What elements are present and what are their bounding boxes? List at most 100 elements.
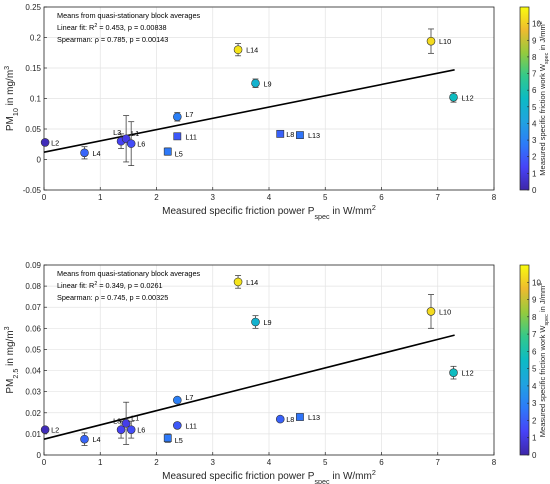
annotation-line-3: Spearman: ρ = 0.785, p = 0.00143	[57, 35, 168, 44]
colorbar-tick-label: 0	[532, 451, 537, 460]
y-tick-label: 0.25	[25, 3, 41, 12]
x-tick-label: 5	[323, 458, 328, 467]
annotation-line-1: Means from quasi-stationary block averag…	[57, 269, 201, 278]
point-label: L3	[113, 128, 121, 137]
point-label: L2	[51, 426, 59, 435]
x-tick-label: 3	[211, 193, 216, 202]
data-point	[233, 277, 243, 287]
y-tick-label: -0.05	[23, 186, 42, 195]
colorbar-tick-label: 1	[532, 169, 537, 178]
colorbar-tick-label: 0	[532, 186, 537, 195]
point-label: L11	[185, 421, 197, 430]
y-tick-label: 0.01	[25, 430, 41, 439]
y-tick-label: 0.05	[25, 125, 41, 134]
data-point	[80, 148, 89, 158]
data-point	[173, 112, 182, 122]
point-label: L5	[175, 150, 183, 159]
y-tick-label: 0.2	[30, 34, 42, 43]
annotation-line-3: Spearman: ρ = 0.745, p = 0.00325	[57, 293, 168, 302]
x-tick-label: 3	[211, 458, 216, 467]
x-tick-label: 7	[436, 458, 441, 467]
colorbar-tick-label: 7	[532, 70, 537, 79]
point-label: L8	[286, 415, 294, 424]
y-tick-label: 0	[37, 156, 42, 165]
colorbar	[519, 264, 530, 456]
data-point	[116, 425, 126, 434]
x-tick-label: 8	[492, 458, 497, 467]
data-point	[426, 307, 436, 316]
data-point	[426, 36, 436, 46]
annotation-line-1: Means from quasi-stationary block averag…	[57, 11, 201, 20]
y-tick-label: 0.08	[25, 282, 41, 291]
colorbar-label: Measured specific friction work Wspec in…	[538, 283, 550, 437]
y-tick-label: 0.09	[25, 261, 41, 270]
y-tick-label: 0.1	[30, 95, 42, 104]
colorbar-tick-label: 1	[532, 434, 537, 443]
x-tick-label: 4	[267, 458, 272, 467]
data-point	[126, 139, 136, 148]
point-label: L5	[175, 436, 183, 445]
colorbar	[519, 6, 530, 191]
colorbar-tick-label: 8	[532, 313, 537, 322]
data-point	[251, 78, 260, 88]
data-point	[126, 425, 136, 434]
data-point	[275, 414, 285, 424]
point-label: L4	[93, 149, 101, 158]
data-point	[173, 421, 182, 430]
colorbar-tick-label: 7	[532, 330, 537, 339]
point-label: L10	[439, 307, 451, 316]
data-point	[449, 368, 458, 377]
point-label: L13	[308, 131, 320, 140]
point-label: L14	[246, 278, 258, 287]
data-point	[163, 434, 172, 443]
colorbar-label: Measured specific friction work Wspec in…	[538, 21, 550, 175]
colorbar-tick-label: 6	[532, 86, 537, 95]
point-label: L9	[264, 318, 272, 327]
data-point	[296, 131, 304, 139]
point-label: L6	[137, 140, 145, 149]
point-label: L12	[462, 369, 474, 378]
point-label: L3	[113, 417, 121, 426]
colorbar-tick-label: 3	[532, 136, 537, 145]
colorbar-tick-label: 9	[532, 36, 537, 45]
data-point	[40, 425, 50, 434]
x-tick-label: 2	[154, 458, 159, 467]
x-tick-label: 0	[42, 193, 47, 202]
point-label: L12	[462, 93, 474, 102]
x-tick-label: 7	[436, 193, 441, 202]
x-tick-label: 8	[492, 193, 497, 202]
point-label: L13	[308, 413, 320, 422]
y-tick-label: 0.15	[25, 64, 41, 73]
x-tick-label: 6	[379, 193, 384, 202]
x-tick-label: 6	[379, 458, 384, 467]
y-tick-label: 0.02	[25, 409, 41, 418]
colorbar-tick-label: 2	[532, 153, 537, 162]
data-point	[173, 395, 182, 405]
x-tick-label: 4	[267, 193, 272, 202]
colorbar-tick-label: 5	[532, 365, 537, 374]
point-label: L10	[439, 37, 451, 46]
y-tick-label: 0.03	[25, 388, 41, 397]
fit-line	[43, 69, 455, 153]
x-tick-label: 1	[98, 193, 103, 202]
colorbar-tick-label: 10	[532, 20, 541, 29]
colorbar-tick-label: 8	[532, 53, 537, 62]
point-label: L8	[286, 130, 294, 139]
colorbar-tick-label: 6	[532, 347, 537, 356]
colorbar-tick-label: 2	[532, 416, 537, 425]
data-point	[121, 419, 131, 428]
point-label: L1	[131, 129, 139, 138]
colorbar-tick-label: 10	[532, 278, 541, 287]
data-point	[40, 138, 50, 147]
point-label: L4	[93, 435, 101, 444]
data-point	[80, 434, 89, 444]
data-point	[163, 147, 172, 156]
point-label: L14	[246, 46, 258, 55]
point-label: L2	[51, 138, 59, 147]
point-label: L7	[185, 393, 193, 402]
point-label: L7	[185, 110, 193, 119]
colorbar-tick-label: 5	[532, 103, 537, 112]
y-axis-label: PM10 in mg/m3	[2, 66, 20, 131]
data-point	[173, 132, 182, 141]
